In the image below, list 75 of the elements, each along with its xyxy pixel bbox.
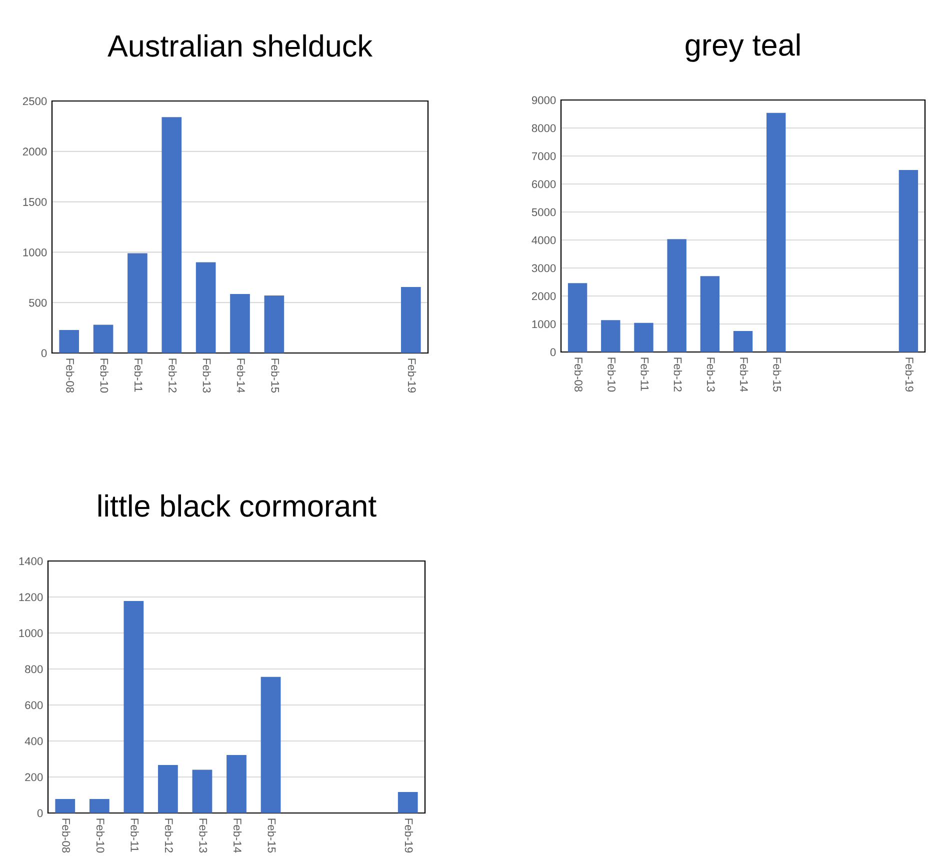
y-tick-label: 3000: [532, 264, 556, 272]
x-tick-label: Feb-12: [164, 818, 174, 853]
bar: [634, 322, 654, 352]
bar: [398, 792, 418, 813]
bar: [264, 296, 284, 353]
bar: [89, 798, 110, 813]
bar: [568, 283, 588, 352]
x-tick-label: Feb-19: [905, 358, 914, 392]
y-tick-label: 2000: [22, 148, 47, 156]
chart-title: grey teal: [686, 33, 800, 62]
y-tick-label: 8000: [532, 124, 556, 132]
x-tick-label: Feb-10: [96, 818, 105, 853]
x-tick-label: Feb-10: [100, 358, 108, 393]
bar: [700, 276, 720, 352]
bar: [162, 117, 182, 353]
bar: [230, 294, 250, 353]
y-tick-label: 1200: [19, 593, 43, 602]
x-tick-label: Feb-08: [66, 358, 74, 393]
x-tick-label: Feb-13: [202, 358, 211, 393]
x-tick-label: Feb-11: [640, 358, 649, 391]
bar: [158, 764, 178, 813]
x-tick-label: Feb-12: [168, 358, 177, 393]
y-tick-label: 0: [37, 809, 43, 818]
x-tick-label: Feb-13: [199, 818, 208, 853]
chart-title: little black cormorant: [98, 494, 376, 517]
x-tick-label: Feb-14: [237, 358, 246, 393]
bar: [128, 253, 148, 353]
bar: [124, 600, 144, 813]
bar: [601, 320, 620, 352]
bar: [226, 755, 246, 813]
y-tick-label: 200: [25, 773, 43, 782]
bar: [192, 770, 212, 813]
x-tick-label: Feb-14: [740, 358, 748, 392]
y-tick-label: 500: [29, 298, 47, 307]
y-tick-label: 6000: [532, 180, 556, 188]
x-tick-label: Feb-19: [404, 818, 414, 853]
bar: [766, 112, 786, 352]
y-tick-label: 2500: [22, 97, 47, 106]
y-tick-label: 0: [41, 349, 47, 358]
y-tick-label: 1500: [23, 198, 47, 206]
x-tick-label: Feb-14: [234, 818, 242, 853]
x-tick-label: Feb-19: [408, 358, 416, 393]
x-tick-label: Feb-08: [62, 818, 70, 853]
y-tick-label: 1400: [19, 557, 43, 566]
bar: [59, 330, 80, 353]
chart-title: Australian shelduck: [108, 34, 373, 57]
x-tick-label: Feb-15: [773, 358, 782, 392]
x-tick-label: Feb-13: [706, 358, 716, 392]
y-tick-label: 7000: [532, 152, 556, 160]
y-tick-label: 5000: [532, 208, 556, 216]
y-tick-label: 800: [25, 665, 43, 674]
x-tick-label: Feb-15: [268, 818, 276, 853]
y-tick-label: 1000: [23, 248, 47, 256]
bar: [93, 324, 114, 353]
bar: [196, 262, 216, 353]
y-tick-label: 2000: [532, 292, 556, 300]
y-tick-label: 4000: [532, 236, 556, 244]
x-tick-label: Feb-15: [271, 358, 280, 393]
bar: [733, 331, 753, 352]
y-tick-label: 0: [550, 348, 556, 356]
y-tick-label: 1000: [532, 320, 556, 328]
y-tick-label: 600: [25, 701, 43, 710]
y-tick-label: 400: [24, 737, 43, 746]
x-tick-label: Feb-11: [130, 818, 139, 852]
x-tick-label: Feb-11: [134, 358, 143, 392]
bar: [400, 286, 421, 353]
x-tick-label: Feb-12: [674, 358, 682, 392]
bar: [55, 798, 76, 813]
y-tick-label: 1000: [19, 629, 43, 638]
x-tick-label: Feb-08: [574, 358, 583, 392]
x-tick-label: Feb-10: [608, 358, 616, 392]
y-tick-label: 9000: [532, 96, 556, 104]
bar: [260, 676, 281, 813]
bar: [898, 170, 918, 352]
bar: [667, 239, 686, 352]
